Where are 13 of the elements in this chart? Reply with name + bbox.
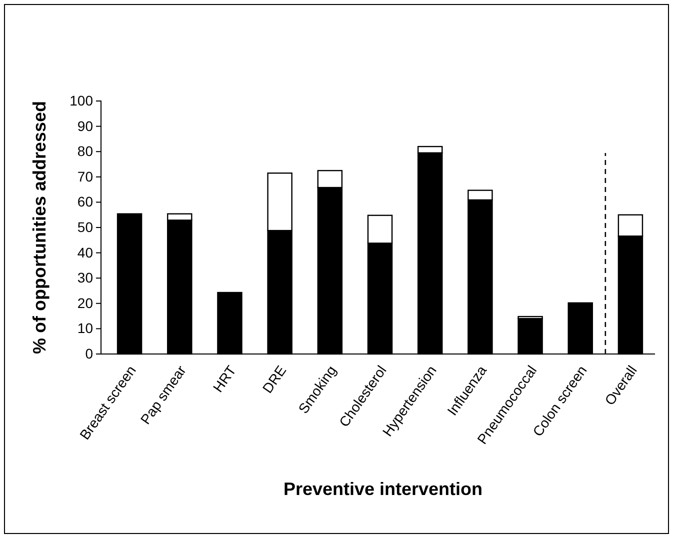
y-tick-label: 90 [77, 118, 94, 134]
y-tick-label: 50 [77, 218, 94, 235]
y-tick-label: 60 [77, 194, 94, 210]
y-axis-title: % of opportunities addressed [29, 100, 50, 354]
y-tick-label: 70 [77, 168, 94, 184]
x-axis-title: Preventive intervention [283, 479, 483, 499]
y-tick-label: 30 [77, 270, 94, 286]
y-tick-label: 80 [77, 143, 94, 160]
y-tick-label: 0 [85, 345, 94, 362]
y-tick-label: 20 [77, 294, 94, 311]
y-tick-label: 40 [77, 244, 94, 260]
y-tick-label: 100 [70, 92, 94, 108]
y-tick-label: 10 [77, 320, 94, 336]
